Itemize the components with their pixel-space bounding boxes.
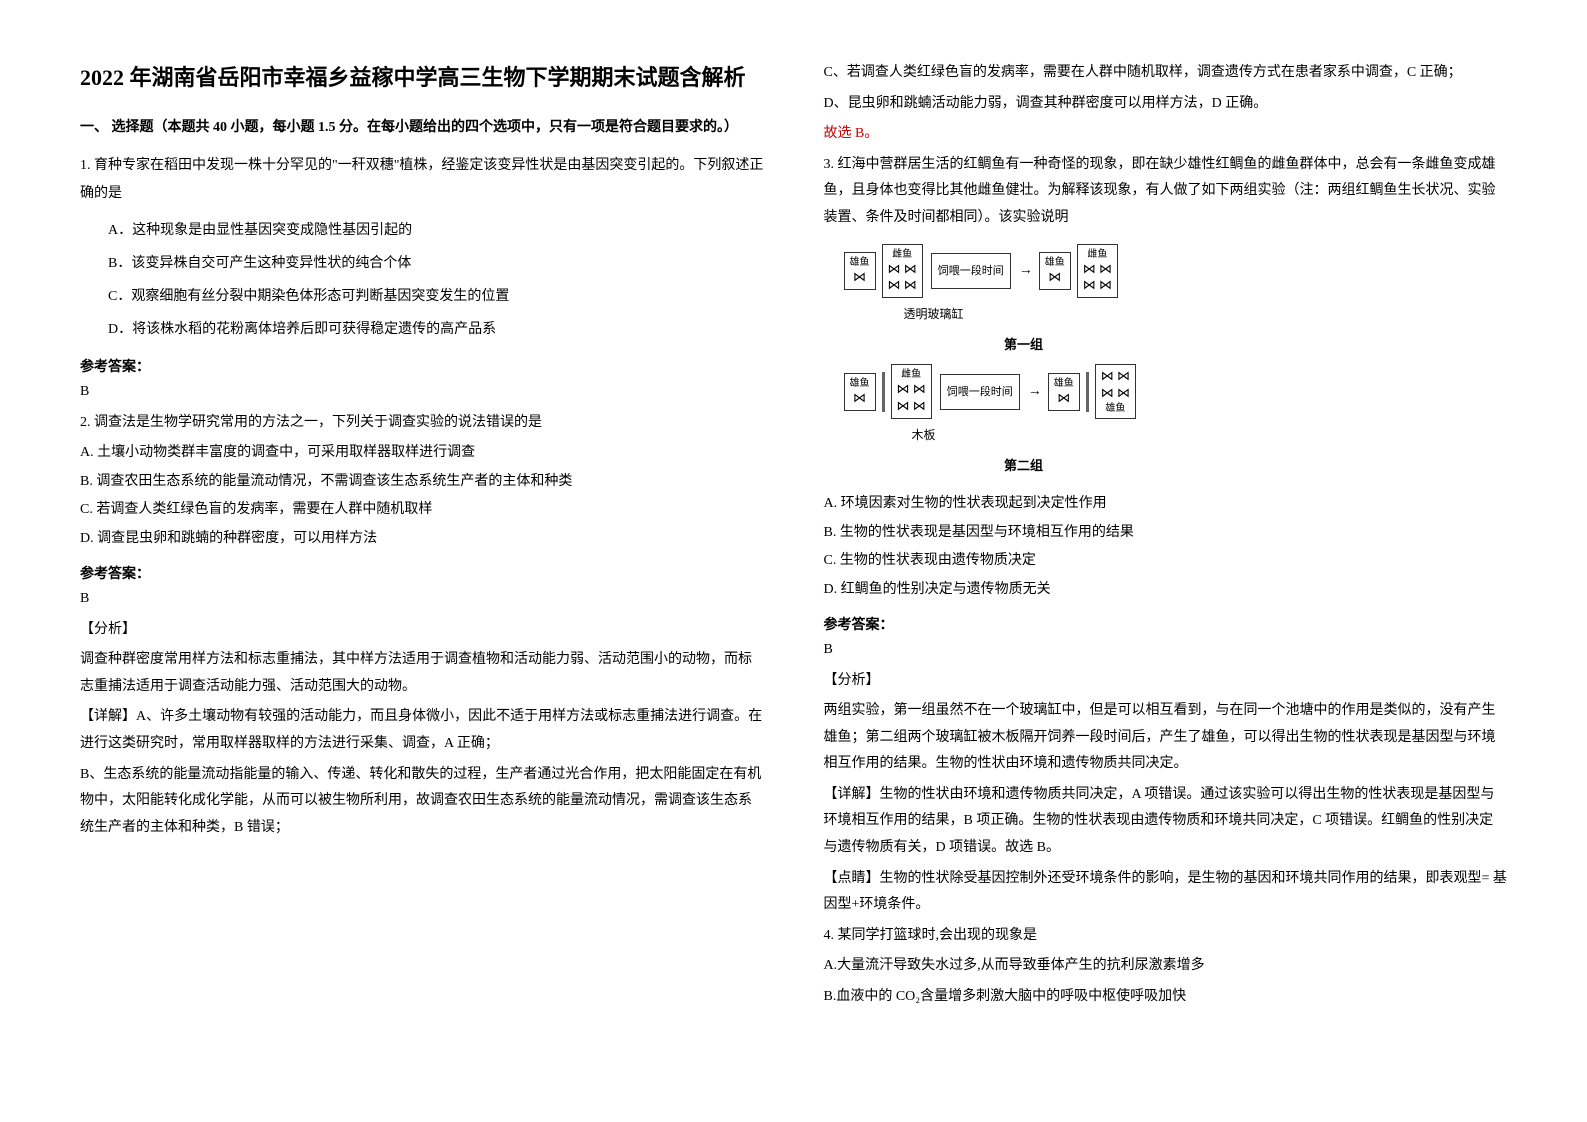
male-fish-label: 雄鱼	[850, 378, 870, 389]
diagram-male-box-result: 雄鱼 ⋈	[1039, 252, 1071, 290]
page-title: 2022 年湖南省岳阳市幸福乡益稼中学高三生物下学期期末试题含解析	[80, 60, 764, 95]
q3-analysis-1: 两组实验，第一组虽然不在一个玻璃缸中，但是可以相互看到，与在同一个池塘中的作用是…	[824, 698, 1508, 778]
q4-option-a: A.大量流汗导致失水过多,从而导致垂体产生的抗利尿激素增多	[824, 953, 1508, 980]
male-fish-label: 雄鱼	[1045, 257, 1065, 268]
q2-option-a: A. 土壤小动物类群丰富度的调查中，可采用取样器取样进行调查	[80, 440, 764, 467]
q3-detail: 【详解】生物的性状由环境和遗传物质共同决定，A 项错误。通过该实验可以得出生物的…	[824, 782, 1508, 862]
q2-option-d: D. 调查昆虫卵和跳蝻的种群密度，可以用样方法	[80, 526, 764, 553]
q2-answer-label: 参考答案：	[80, 563, 764, 583]
diagram-group2-row: 雄鱼 ⋈ 雌鱼 ⋈ ⋈ ⋈ ⋈ 饲喂一段时间 → 雄鱼 ⋈ ⋈ ⋈	[844, 364, 1508, 419]
arrow-icon: →	[1019, 257, 1033, 285]
male-fish-label: 雄鱼	[1105, 403, 1125, 414]
q3-point: 【点睛】生物的性状除受基因控制外还受环境条件的影响，是生物的基因和环境共同作用的…	[824, 866, 1508, 919]
diagram-result-box-2: ⋈ ⋈ ⋈ ⋈ 雄鱼	[1095, 364, 1136, 419]
diagram-male-box: 雄鱼 ⋈	[844, 252, 876, 290]
q3-option-b: B. 生物的性状表现是基因型与环境相互作用的结果	[824, 520, 1508, 547]
group2-label: 第二组	[844, 453, 1204, 479]
fish-icon: ⋈ ⋈	[897, 398, 926, 415]
q1-option-d: D．将该株水稻的花粉离体培养后即可获得稳定遗传的高产品系	[108, 315, 764, 346]
group1-label: 第一组	[844, 332, 1204, 358]
q2-option-b: B. 调查农田生态系统的能量流动情况，不需调查该生态系统生产者的主体和种类	[80, 469, 764, 496]
q3-answer-label: 参考答案：	[824, 614, 1508, 634]
female-fish-label: 雌鱼	[901, 369, 921, 380]
diagram-female-box: 雌鱼 ⋈ ⋈ ⋈ ⋈	[882, 244, 923, 299]
q3-answer: B	[824, 642, 1508, 658]
q4-stem: 4. 某同学打篮球时,会出现的现象是	[824, 923, 1508, 950]
experiment-diagram: 雄鱼 ⋈ 雌鱼 ⋈ ⋈ ⋈ ⋈ 饲喂一段时间 → 雄鱼 ⋈ 雌鱼 ⋈ ⋈ ⋈ ⋈	[844, 244, 1508, 480]
diagram-group1-row: 雄鱼 ⋈ 雌鱼 ⋈ ⋈ ⋈ ⋈ 饲喂一段时间 → 雄鱼 ⋈ 雌鱼 ⋈ ⋈ ⋈ ⋈	[844, 244, 1508, 299]
diagram-female-box-result: 雌鱼 ⋈ ⋈ ⋈ ⋈	[1077, 244, 1118, 299]
question-2: 2. 调查法是生物学研究常用的方法之一，下列关于调查实验的说法错误的是 A. 土…	[80, 410, 764, 553]
q2-stem: 2. 调查法是生物学研究常用的方法之一，下列关于调查实验的说法错误的是	[80, 410, 764, 437]
question-4: 4. 某同学打篮球时,会出现的现象是 A.大量流汗导致失水过多,从而导致垂体产生…	[824, 923, 1508, 1011]
q1-option-c: C．观察细胞有丝分裂中期染色体形态可判断基因突变发生的位置	[108, 282, 764, 313]
male-fish-label: 雄鱼	[850, 257, 870, 268]
male-fish-label: 雄鱼	[1054, 378, 1074, 389]
wood-separator	[1086, 372, 1089, 412]
fish-icon: ⋈ ⋈	[1101, 368, 1130, 385]
q2-answer: B	[80, 591, 764, 607]
female-fish-label: 雌鱼	[1087, 249, 1107, 260]
fish-icon: ⋈	[1057, 390, 1070, 407]
question-1: 1. 育种专家在稻田中发现一株十分罕见的"一秆双穗"植株，经鉴定该变异性状是由基…	[80, 152, 764, 345]
feed-time-box: 饲喂一段时间	[931, 253, 1011, 289]
q1-option-b: B．该变异株自交可产生这种变异性状的纯合个体	[108, 249, 764, 280]
q1-answer: B	[80, 384, 764, 400]
fish-icon: ⋈	[853, 269, 866, 286]
q3-analysis-label: 【分析】	[824, 668, 1508, 695]
diagram-male-box-result-2: 雄鱼 ⋈	[1048, 373, 1080, 411]
q2-option-c: C. 若调查人类红绿色盲的发病率，需要在人群中随机取样	[80, 497, 764, 524]
glass-tank-label: 透明玻璃缸	[864, 302, 1004, 326]
q2-conclusion: 故选 B。	[824, 121, 1508, 148]
q3-stem: 3. 红海中营群居生活的红鲷鱼有一种奇怪的现象，即在缺少雄性红鲷鱼的雌鱼群体中，…	[824, 152, 1508, 232]
diagram-female-box-2: 雌鱼 ⋈ ⋈ ⋈ ⋈	[891, 364, 932, 419]
q2-detail-b: B、生态系统的能量流动指能量的输入、传递、转化和散失的过程，生产者通过光合作用，…	[80, 762, 764, 842]
q3-option-c: C. 生物的性状表现由遗传物质决定	[824, 548, 1508, 575]
fish-icon: ⋈ ⋈	[888, 277, 917, 294]
question-3: 3. 红海中营群居生活的红鲷鱼有一种奇怪的现象，即在缺少雄性红鲷鱼的雌鱼群体中，…	[824, 152, 1508, 604]
q3-option-d: D. 红鲷鱼的性别决定与遗传物质无关	[824, 577, 1508, 604]
diagram-male-box-2: 雄鱼 ⋈	[844, 373, 876, 411]
left-column: 2022 年湖南省岳阳市幸福乡益稼中学高三生物下学期期末试题含解析 一、 选择题…	[50, 60, 794, 1062]
q2-detail-a: 【详解】A、许多土壤动物有较强的活动能力，而且身体微小，因此不适于用样方法或标志…	[80, 704, 764, 757]
fish-icon: ⋈ ⋈	[1101, 385, 1130, 402]
fish-icon: ⋈ ⋈	[1083, 261, 1112, 278]
feed-time-box-2: 饲喂一段时间	[940, 374, 1020, 410]
q4-option-b: B.血液中的 CO₂含量增多刺激大脑中的呼吸中枢使呼吸加快	[824, 984, 1508, 1011]
wood-board-label: 木板	[884, 423, 964, 447]
q1-answer-label: 参考答案：	[80, 356, 764, 376]
female-fish-label: 雌鱼	[892, 249, 912, 260]
q2-detail-c: C、若调查人类红绿色盲的发病率，需要在人群中随机取样，调查遗传方式在患者家系中调…	[824, 60, 1508, 87]
arrow-icon: →	[1028, 378, 1042, 406]
fish-icon: ⋈	[853, 390, 866, 407]
wood-separator	[882, 372, 885, 412]
fish-icon: ⋈	[1048, 269, 1061, 286]
q1-option-a: A．这种现象是由显性基因突变成隐性基因引起的	[108, 216, 764, 247]
fish-icon: ⋈ ⋈	[888, 261, 917, 278]
q2-analysis-label: 【分析】	[80, 617, 764, 644]
fish-icon: ⋈ ⋈	[897, 381, 926, 398]
fish-icon: ⋈ ⋈	[1083, 277, 1112, 294]
q2-detail-d: D、昆虫卵和跳蝻活动能力弱，调查其种群密度可以用样方法，D 正确。	[824, 91, 1508, 118]
section-header: 一、 选择题（本题共 40 小题，每小题 1.5 分。在每小题给出的四个选项中，…	[80, 115, 764, 140]
q3-option-a: A. 环境因素对生物的性状表现起到决定性作用	[824, 491, 1508, 518]
right-column: C、若调查人类红绿色盲的发病率，需要在人群中随机取样，调查遗传方式在患者家系中调…	[794, 60, 1538, 1062]
q1-stem: 1. 育种专家在稻田中发现一株十分罕见的"一秆双穗"植株，经鉴定该变异性状是由基…	[80, 152, 764, 208]
q2-analysis-1: 调查种群密度常用样方法和标志重捕法，其中样方法适用于调查植物和活动能力弱、活动范…	[80, 647, 764, 700]
